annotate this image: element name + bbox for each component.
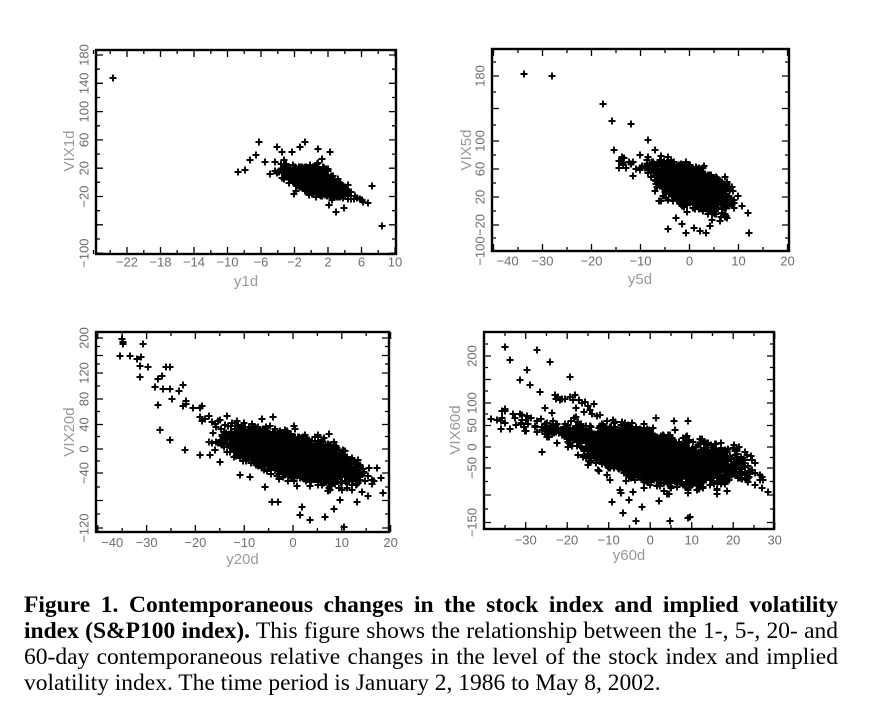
svg-text:−20: −20	[77, 185, 92, 207]
svg-text:20: 20	[726, 533, 740, 548]
svg-text:60: 60	[473, 162, 488, 176]
svg-text:−20: −20	[473, 214, 488, 236]
svg-text:−100: −100	[77, 238, 92, 267]
svg-text:20: 20	[780, 254, 794, 269]
svg-text:VIX60d: VIX60d	[447, 405, 464, 454]
svg-text:y5d: y5d	[628, 271, 652, 288]
svg-text:−30: −30	[136, 535, 158, 550]
svg-text:−10: −10	[629, 254, 651, 269]
svg-text:−10: −10	[233, 535, 255, 550]
svg-text:−10: −10	[216, 255, 238, 270]
svg-text:180: 180	[77, 44, 92, 66]
svg-text:20: 20	[383, 535, 397, 550]
svg-text:VIX20d: VIX20d	[61, 407, 78, 456]
svg-text:2: 2	[324, 255, 331, 270]
svg-text:−14: −14	[183, 255, 205, 270]
svg-text:50: 50	[465, 418, 480, 432]
svg-text:−20: −20	[184, 535, 206, 550]
svg-text:−50: −50	[465, 457, 480, 479]
svg-text:0: 0	[647, 533, 654, 548]
svg-text:−10: −10	[598, 533, 620, 548]
svg-text:−22: −22	[116, 255, 138, 270]
svg-text:−2: −2	[287, 255, 302, 270]
svg-text:−6: −6	[254, 255, 269, 270]
svg-text:−18: −18	[149, 255, 171, 270]
svg-text:140: 140	[77, 72, 92, 94]
svg-text:0: 0	[77, 445, 92, 452]
svg-text:0: 0	[289, 535, 296, 550]
svg-text:−40: −40	[77, 462, 92, 484]
svg-text:10: 10	[335, 535, 349, 550]
svg-text:y60d: y60d	[613, 547, 646, 564]
svg-text:10: 10	[684, 533, 698, 548]
svg-text:y20d: y20d	[226, 551, 259, 568]
svg-text:−20: −20	[580, 254, 602, 269]
svg-text:y1d: y1d	[234, 273, 258, 290]
svg-text:−120: −120	[77, 513, 92, 542]
svg-text:VIX5d: VIX5d	[458, 130, 475, 171]
svg-text:100: 100	[77, 101, 92, 123]
svg-text:6: 6	[358, 255, 365, 270]
svg-text:10: 10	[731, 254, 745, 269]
svg-text:100: 100	[473, 130, 488, 152]
svg-text:120: 120	[77, 362, 92, 384]
svg-text:60: 60	[77, 133, 92, 147]
svg-text:−150: −150	[465, 508, 480, 537]
svg-text:200: 200	[465, 345, 480, 367]
svg-text:80: 80	[77, 392, 92, 406]
svg-text:−100: −100	[473, 236, 488, 265]
svg-text:30: 30	[767, 533, 781, 548]
svg-text:180: 180	[473, 65, 488, 87]
svg-text:−30: −30	[531, 254, 553, 269]
svg-text:−40: −40	[497, 254, 519, 269]
svg-text:−40: −40	[101, 535, 123, 550]
svg-text:−20: −20	[556, 533, 578, 548]
svg-text:−30: −30	[515, 533, 537, 548]
svg-text:20: 20	[77, 161, 92, 175]
svg-text:40: 40	[77, 417, 92, 431]
svg-text:10: 10	[388, 255, 402, 270]
svg-text:20: 20	[473, 190, 488, 204]
svg-text:200: 200	[77, 327, 92, 349]
svg-text:VIX1d: VIX1d	[61, 131, 78, 172]
svg-text:100: 100	[465, 392, 480, 414]
svg-text:0: 0	[465, 443, 480, 450]
svg-text:0: 0	[686, 254, 693, 269]
